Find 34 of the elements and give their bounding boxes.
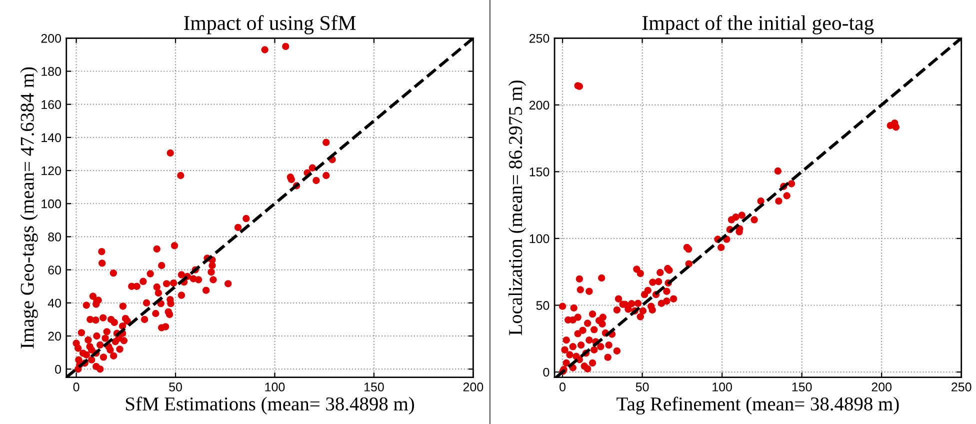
y-tick-label: 100 bbox=[530, 234, 550, 244]
y-tick-label: 0 bbox=[543, 368, 550, 377]
x-tick-label: 100 bbox=[712, 382, 732, 392]
y-tick-label: 200 bbox=[41, 34, 62, 43]
y-tick-label: 100 bbox=[42, 199, 62, 208]
x-tick-label: 200 bbox=[463, 382, 484, 392]
x-tick-label: 50 bbox=[636, 382, 649, 392]
x-tick-label: 100 bbox=[265, 382, 285, 392]
x-tick-label: 0 bbox=[560, 382, 566, 392]
y-tick-label: 0 bbox=[55, 364, 62, 374]
x-tick-label: 200 bbox=[872, 382, 892, 392]
y-tick-label: 80 bbox=[48, 232, 62, 242]
y-tick-label: 160 bbox=[42, 100, 62, 109]
y-tick-label: 50 bbox=[536, 301, 550, 310]
y-axis-title: Localization (mean= 86.2975 m) bbox=[508, 80, 526, 336]
x-tick-label: 250 bbox=[952, 382, 972, 392]
x-tick-label: 150 bbox=[364, 382, 384, 392]
x-tick-label: 150 bbox=[792, 382, 812, 392]
x-tick-label: 50 bbox=[169, 382, 182, 392]
y-tick-label: 150 bbox=[530, 168, 550, 176]
x-tick-label: 0 bbox=[73, 382, 80, 392]
x-axis-title: Tag Refinement (mean= 38.4898 m) bbox=[616, 396, 899, 415]
y-tick-label: 200 bbox=[529, 100, 550, 110]
chart-title: Impact of the initial geo-tag bbox=[642, 15, 874, 34]
y-tick-label: 20 bbox=[48, 332, 62, 341]
chart-title: Impact of using SfM bbox=[184, 15, 356, 34]
y-tick-label: 140 bbox=[42, 133, 62, 142]
y-tick-label: 180 bbox=[42, 67, 62, 76]
y-tick-label: 250 bbox=[529, 34, 550, 43]
y-tick-label: 40 bbox=[48, 298, 62, 308]
y-axis-title: Image Geo-tags (mean= 47.6384 m) bbox=[20, 67, 38, 348]
y-tick-label: 60 bbox=[48, 266, 62, 274]
y-tick-label: 120 bbox=[42, 166, 62, 176]
x-axis-title: SfM Estimations (mean= 38.4898 m) bbox=[126, 396, 414, 414]
